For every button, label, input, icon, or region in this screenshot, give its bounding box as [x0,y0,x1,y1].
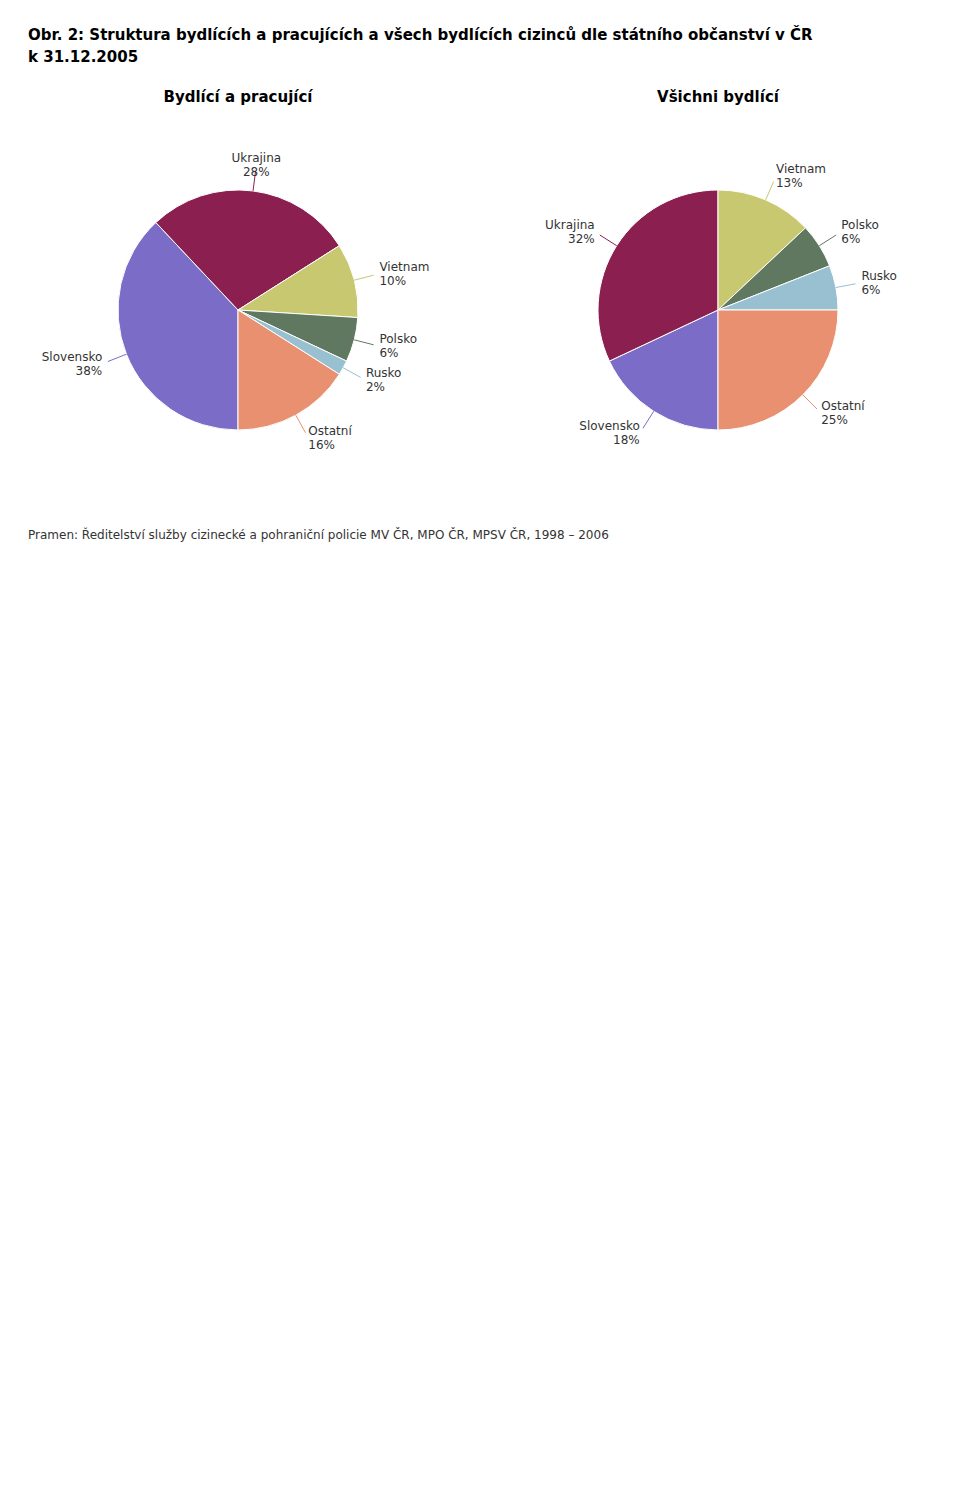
html-text:Pramen: Ředitelství služby ciz: Pramen: Ředitelství služby cizinecké a p… [28,528,609,542]
html-text:k 31.12.2005: k 31.12.2005 [28,48,139,66]
svg-text:Rusko6%: Rusko6% [861,269,897,297]
svg-text:Ukrajina32%: Ukrajina32% [545,218,595,246]
svg-text:Ostatní16%: Ostatní16% [308,424,352,452]
svg-text:Slovensko18%: Slovensko18% [579,419,640,447]
html-text:Všichni bydlící: Všichni bydlící [657,88,779,106]
svg-text:Ostatní25%: Ostatní25% [821,399,865,427]
svg-text:Slovensko38%: Slovensko38% [42,350,103,378]
svg-text:Polsko6%: Polsko6% [379,332,417,360]
svg-text:Ukrajina28%: Ukrajina28% [231,151,281,179]
html-text:Obr. 2: Struktura bydlících a: Obr. 2: Struktura bydlících a pracujícíc… [28,26,813,44]
svg-text:Polsko6%: Polsko6% [841,218,879,246]
html-text:Bydlící a pracující: Bydlící a pracující [163,88,313,106]
svg-text:Vietnam10%: Vietnam10% [379,260,429,288]
svg-text:Vietnam13%: Vietnam13% [776,162,826,190]
svg-text:Rusko2%: Rusko2% [366,366,402,394]
